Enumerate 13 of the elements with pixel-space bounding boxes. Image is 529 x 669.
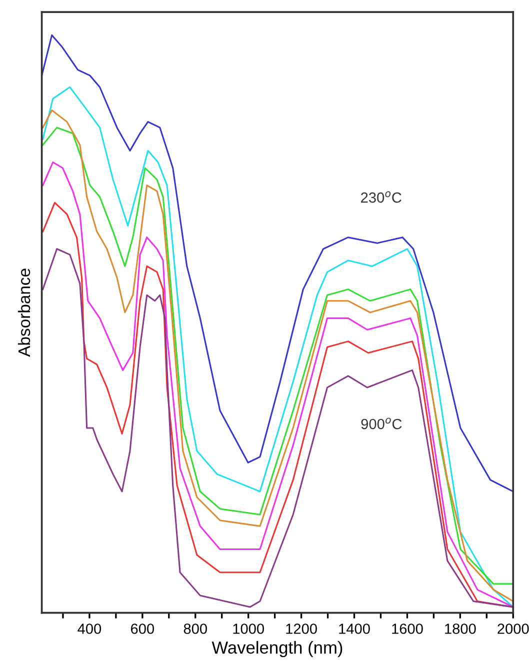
x-tick-label: 1200 (286, 624, 317, 634)
text: 230$^{o}$C (361, 191, 402, 203)
x-tick-label: 600 (130, 624, 154, 634)
x-tick-label: 400 (78, 624, 102, 634)
series-label: 900$^{o}$C (361, 418, 402, 430)
x-tick-label: 1000 (233, 624, 264, 634)
x-tick-label: 1400 (339, 624, 370, 634)
x-tick-label: 800 (184, 624, 207, 634)
x-tick-label: 1600 (392, 624, 423, 634)
x-tick-label: 2000 (498, 624, 529, 634)
x-tick-label: 1800 (445, 624, 476, 634)
y-axis-title: Absorbance (18, 268, 30, 357)
x-axis-title: Wavelength (nm) (212, 640, 342, 658)
